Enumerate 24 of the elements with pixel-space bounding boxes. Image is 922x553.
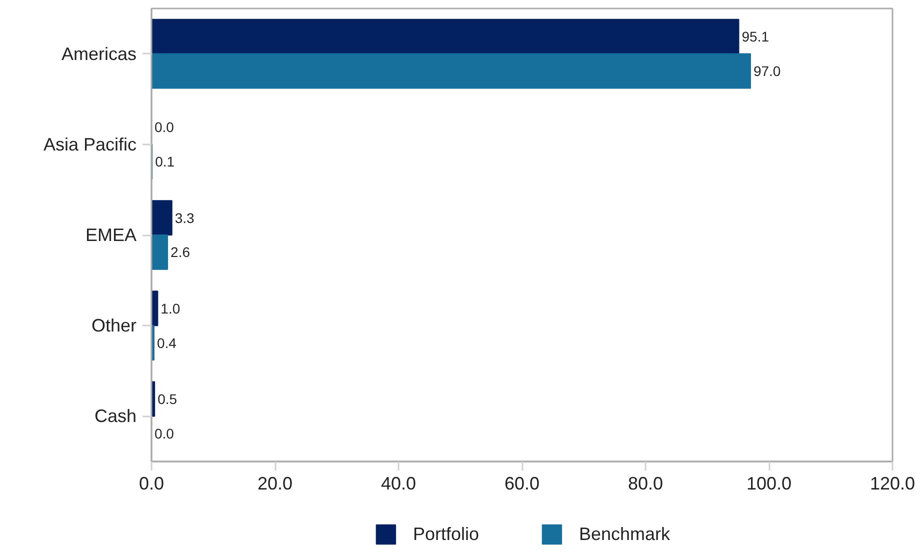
legend-label: Benchmark [579, 522, 670, 546]
x-tick-label: 80.0 [628, 474, 664, 494]
x-tick-label: 20.0 [257, 474, 293, 494]
x-tick-label: 60.0 [504, 474, 540, 494]
data-label: 0.0 [154, 119, 174, 136]
y-tick-label: Americas [61, 44, 136, 64]
data-label: 0.1 [155, 154, 175, 170]
data-label: 95.1 [742, 28, 770, 45]
y-tick-label: Other [91, 316, 137, 336]
x-tick-label: 40.0 [380, 474, 416, 494]
y-tick-label: EMEA [85, 225, 137, 245]
x-tick-label: 100.0 [746, 474, 792, 494]
data-label: 0.5 [158, 390, 178, 407]
data-label: 1.0 [160, 300, 180, 316]
data-label: 2.6 [170, 244, 190, 260]
x-tick-label: 120.0 [870, 474, 916, 494]
x-tick-label: 0.0 [138, 474, 164, 494]
y-tick-label: Cash [94, 406, 137, 426]
legend-label: Portfolio [412, 522, 479, 546]
data-label: 97.0 [753, 63, 781, 80]
y-tick-label: Asia Pacific [43, 134, 137, 154]
data-label: 0.0 [154, 425, 174, 442]
data-label: 0.4 [156, 334, 177, 351]
data-label: 3.3 [174, 210, 195, 226]
